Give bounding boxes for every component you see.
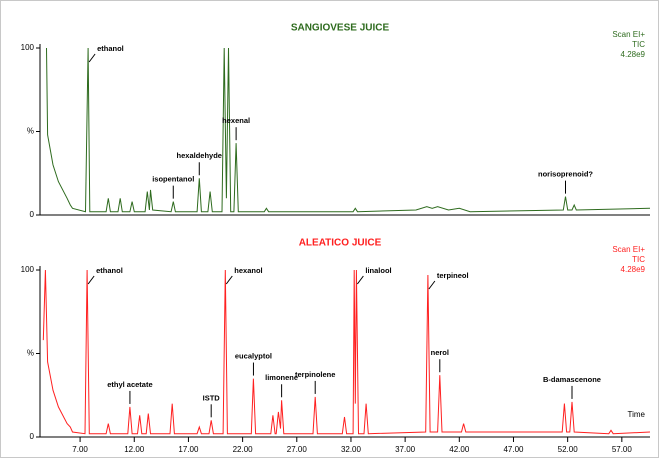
x-tick-label: 37.00 bbox=[395, 445, 416, 454]
peak-label: nerol bbox=[431, 348, 449, 357]
x-axis-label: Time bbox=[628, 410, 646, 419]
chart-title: ALEATICO JUICE bbox=[299, 238, 382, 249]
peak-label: eucalyptol bbox=[235, 352, 272, 361]
y-tick-label: % bbox=[27, 127, 34, 136]
peak-label: ethanol bbox=[97, 44, 124, 53]
x-tick-label: 7.00 bbox=[72, 445, 88, 454]
peak-label: B-damascenone bbox=[543, 375, 601, 384]
chart-title: SANGIOVESE JUICE bbox=[291, 23, 390, 34]
scan-info: Scan EI+ bbox=[612, 30, 645, 39]
leader-line bbox=[88, 53, 96, 63]
leader-line bbox=[356, 275, 364, 285]
peak-label: ethanol bbox=[96, 266, 123, 275]
peak-label: hexenal bbox=[222, 116, 250, 125]
y-tick-label: 100 bbox=[21, 43, 35, 52]
y-tick-label: % bbox=[27, 349, 34, 358]
peak-label: ethyl acetate bbox=[107, 380, 152, 389]
peak-label: terpineol bbox=[437, 271, 469, 280]
x-tick-label: 57.00 bbox=[612, 445, 633, 454]
y-tick-label: 0 bbox=[30, 432, 35, 441]
peak-label: hexanol bbox=[234, 266, 262, 275]
y-tick-label: 0 bbox=[30, 210, 35, 219]
scan-info: 4.28e9 bbox=[621, 265, 646, 274]
leader-line bbox=[428, 280, 436, 290]
scan-info: 4.28e9 bbox=[621, 50, 646, 59]
trace bbox=[46, 47, 651, 213]
x-tick-label: 27.00 bbox=[287, 445, 308, 454]
x-tick-label: 12.00 bbox=[124, 445, 145, 454]
x-tick-label: 47.00 bbox=[503, 445, 524, 454]
x-tick-label: 52.00 bbox=[558, 445, 579, 454]
leader-line bbox=[225, 275, 233, 285]
y-tick-label: 100 bbox=[21, 265, 35, 274]
peak-label: limonene bbox=[265, 373, 298, 382]
peak-label: norisoprenoid? bbox=[538, 170, 593, 179]
peak-label: hexaldehyde bbox=[177, 151, 222, 160]
peak-label: terpinolene bbox=[295, 370, 335, 379]
leader-line bbox=[87, 275, 95, 285]
peak-label: linalool bbox=[365, 266, 391, 275]
x-tick-label: 42.00 bbox=[449, 445, 470, 454]
scan-info: TIC bbox=[632, 40, 645, 49]
x-tick-label: 32.00 bbox=[341, 445, 362, 454]
peak-label: isopentanol bbox=[152, 175, 194, 184]
x-tick-label: 17.00 bbox=[178, 445, 199, 454]
scan-info: Scan EI+ bbox=[612, 245, 645, 254]
scan-info: TIC bbox=[632, 255, 645, 264]
peak-label: ISTD bbox=[203, 393, 221, 402]
trace bbox=[42, 269, 651, 435]
x-tick-label: 22.00 bbox=[233, 445, 254, 454]
